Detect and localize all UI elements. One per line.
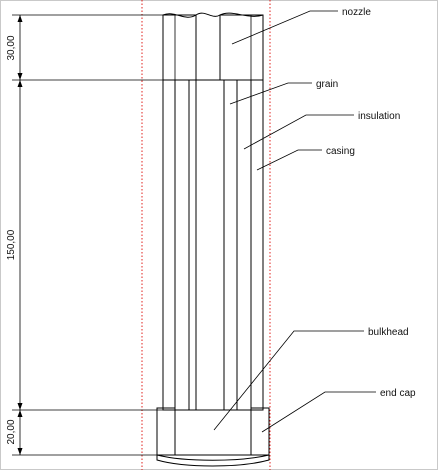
bulkhead-part bbox=[174, 409, 252, 456]
label-nozzle: nozzle bbox=[342, 7, 371, 18]
nozzle-part bbox=[162, 12, 264, 81]
end-cap-part bbox=[156, 407, 270, 467]
casing-part bbox=[162, 79, 264, 411]
grain-bore bbox=[195, 79, 225, 411]
label-end-cap: end cap bbox=[380, 388, 416, 399]
label-casing: casing bbox=[326, 146, 355, 157]
leaders: nozzle grain insulation casing bulkhead … bbox=[213, 7, 416, 433]
label-bulkhead: bulkhead bbox=[368, 327, 409, 338]
dimension-top: 30,00 bbox=[6, 35, 17, 60]
dimensions: 30,00 150,00 20,00 bbox=[6, 14, 163, 456]
insulation-part bbox=[174, 79, 252, 411]
dimension-bottom: 20,00 bbox=[6, 419, 17, 444]
label-grain: grain bbox=[316, 79, 338, 90]
dimension-middle: 150,00 bbox=[6, 229, 17, 260]
label-insulation: insulation bbox=[358, 111, 400, 122]
